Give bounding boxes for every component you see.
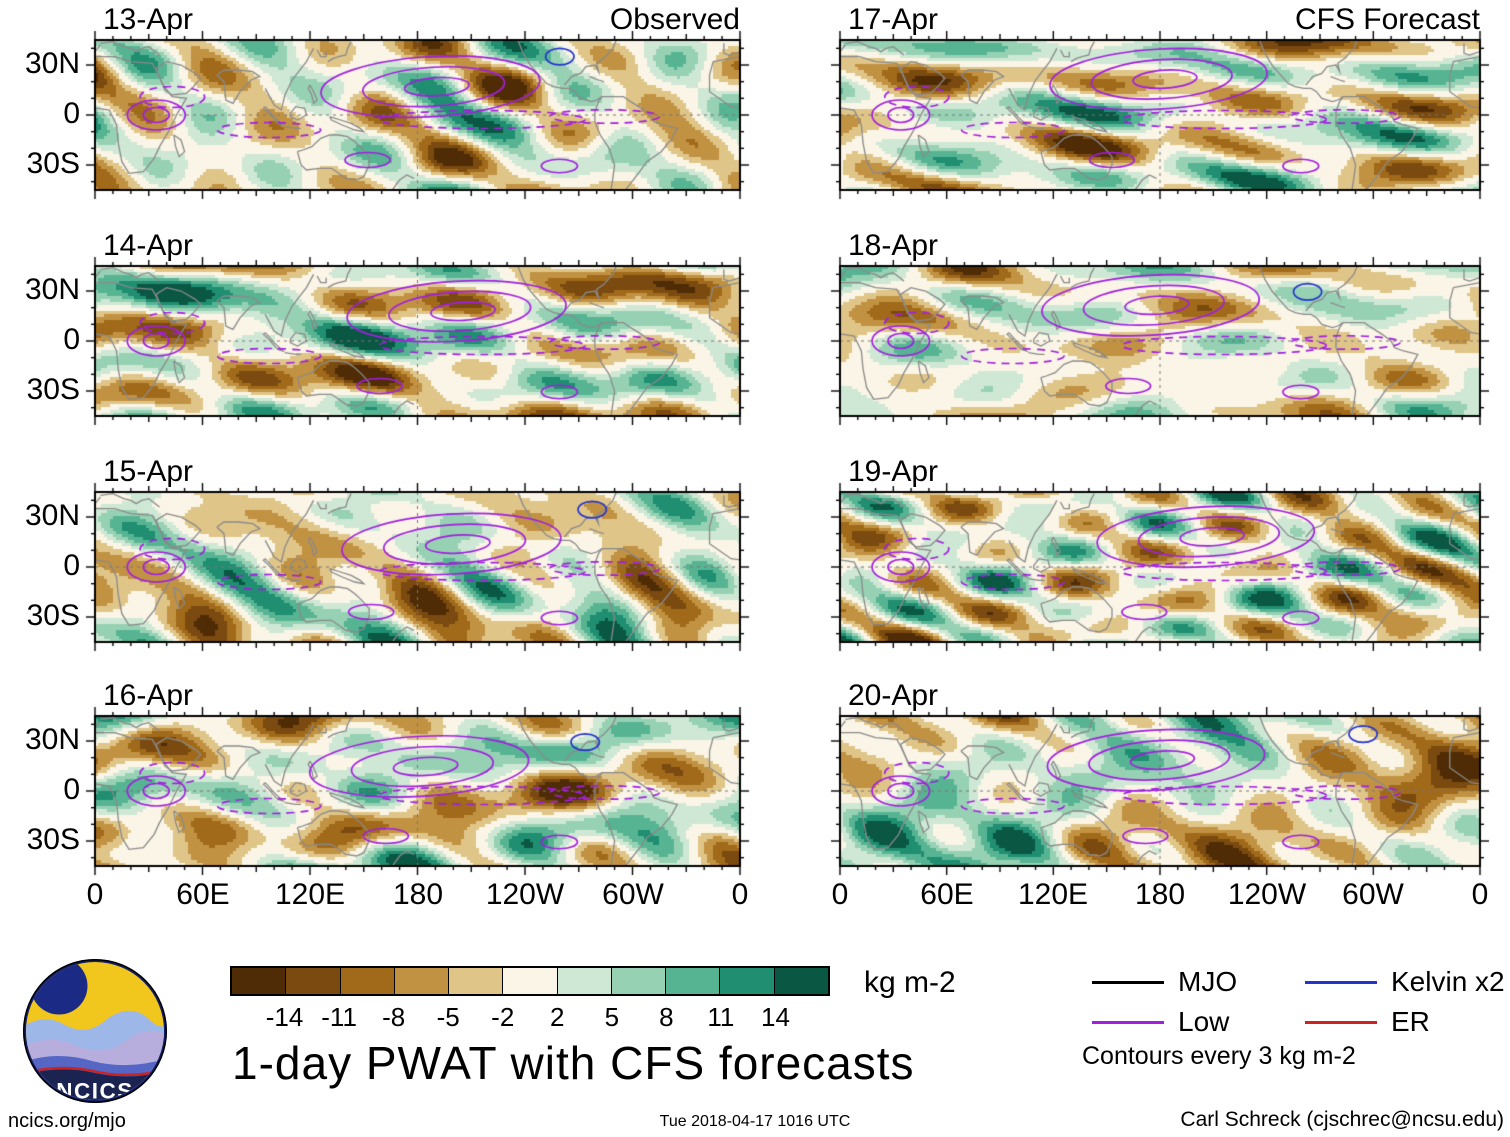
colorbar-units: kg m-2: [864, 966, 956, 999]
legend-label-mjo: MJO: [1178, 966, 1238, 997]
colorbar-segment: [720, 968, 775, 994]
colorbar-segment: [394, 968, 450, 994]
lat-label-30n: 30N: [24, 723, 80, 756]
footer-url: ncics.org/mjo: [8, 1110, 126, 1132]
map-panel-forecast-20-apr: [830, 706, 1490, 876]
legend-label-kelvin: Kelvin x2: [1391, 966, 1505, 997]
map-panel-forecast-17-apr: [830, 30, 1490, 200]
lon-label: 120E: [1017, 878, 1089, 911]
colorbar-tick: 8: [659, 1002, 674, 1032]
legend-item-low: Low: [1092, 1006, 1229, 1038]
map-panel-observed-13-apr: [85, 30, 750, 200]
colorbar-segment: [611, 968, 667, 994]
lon-label: 0: [831, 878, 849, 911]
lon-label: 60W: [1342, 878, 1404, 911]
lat-label-30s: 30S: [26, 373, 80, 406]
map-panel-forecast-18-apr: [830, 256, 1490, 426]
footer-credit: Carl Schreck (cjschrec@ncsu.edu): [1180, 1108, 1504, 1131]
colorbar-tick: -14: [265, 1002, 304, 1032]
svg-text:NCICS: NCICS: [56, 1079, 134, 1104]
lon-label: 0: [86, 878, 104, 911]
colorbar-segments: [230, 966, 830, 996]
map-panel-observed-16-apr: [85, 706, 750, 876]
lon-label: 0: [1471, 878, 1489, 911]
contour-interval-note: Contours every 3 kg m-2: [1082, 1042, 1356, 1070]
legend-item-kelvin: Kelvin x2: [1305, 966, 1505, 998]
er-line-swatch: [1305, 1020, 1377, 1024]
lon-label: 120W: [1227, 878, 1307, 911]
legend-label-er: ER: [1391, 1006, 1430, 1037]
low-line-swatch: [1092, 1020, 1164, 1024]
colorbar-tick: -2: [491, 1002, 515, 1032]
colorbar: -14 -11 -8 -5 -2 2 5 8 11 14: [230, 966, 830, 1036]
colorbar-tick: 2: [550, 1002, 565, 1032]
lon-label: 120E: [274, 878, 346, 911]
lon-label: 180: [392, 878, 444, 911]
colorbar-segment: [557, 968, 612, 994]
colorbar-segment: [286, 968, 341, 994]
colorbar-segment: [666, 968, 721, 994]
colorbar-tick: 5: [604, 1002, 620, 1032]
lon-label: 0: [731, 878, 749, 911]
colorbar-segment: [340, 968, 395, 994]
lon-label: 60E: [176, 878, 230, 911]
colorbar-tick: 14: [760, 1002, 790, 1032]
colorbar-segment: [449, 968, 504, 994]
legend-label-low: Low: [1178, 1006, 1230, 1037]
footer-timestamp: Tue 2018-04-17 1016 UTC: [659, 1113, 851, 1130]
lat-label-30s: 30S: [26, 599, 80, 632]
lon-label: 60W: [602, 878, 664, 911]
map-panel-observed-15-apr: [85, 482, 750, 652]
lon-label: 120W: [485, 878, 565, 911]
kelvin-line-swatch: [1305, 980, 1377, 984]
lat-label-30s: 30S: [26, 823, 80, 856]
mjo-line-swatch: [1092, 980, 1164, 984]
colorbar-tick: -8: [382, 1002, 406, 1032]
ncics-logo-image: NCICS: [23, 959, 167, 1104]
colorbar-tick: 11: [707, 1002, 735, 1032]
ncics-logo: NCICS: [20, 956, 170, 1106]
lat-label-eq: 0: [63, 549, 80, 582]
colorbar-tick: -11: [321, 1002, 357, 1032]
lat-label-30n: 30N: [24, 273, 80, 306]
colorbar-segment: [232, 968, 287, 994]
lat-label-eq: 0: [63, 97, 80, 130]
legend-item-mjo: MJO: [1092, 966, 1237, 998]
lat-label-30n: 30N: [24, 499, 80, 532]
colorbar-segment: [503, 968, 558, 994]
colorbar-tick: -5: [436, 1002, 460, 1032]
colorbar-segment: [774, 968, 828, 994]
lon-label: 180: [1134, 878, 1186, 911]
legend-item-er: ER: [1305, 1006, 1430, 1038]
lat-label-30s: 30S: [26, 147, 80, 180]
figure-title: 1-day PWAT with CFS forecasts: [232, 1037, 915, 1089]
lat-label-eq: 0: [63, 323, 80, 356]
map-panel-observed-14-apr: [85, 256, 750, 426]
lon-label: 60E: [920, 878, 974, 911]
lat-label-30n: 30N: [24, 47, 80, 80]
map-panel-forecast-19-apr: [830, 482, 1490, 652]
lat-label-eq: 0: [63, 773, 80, 806]
